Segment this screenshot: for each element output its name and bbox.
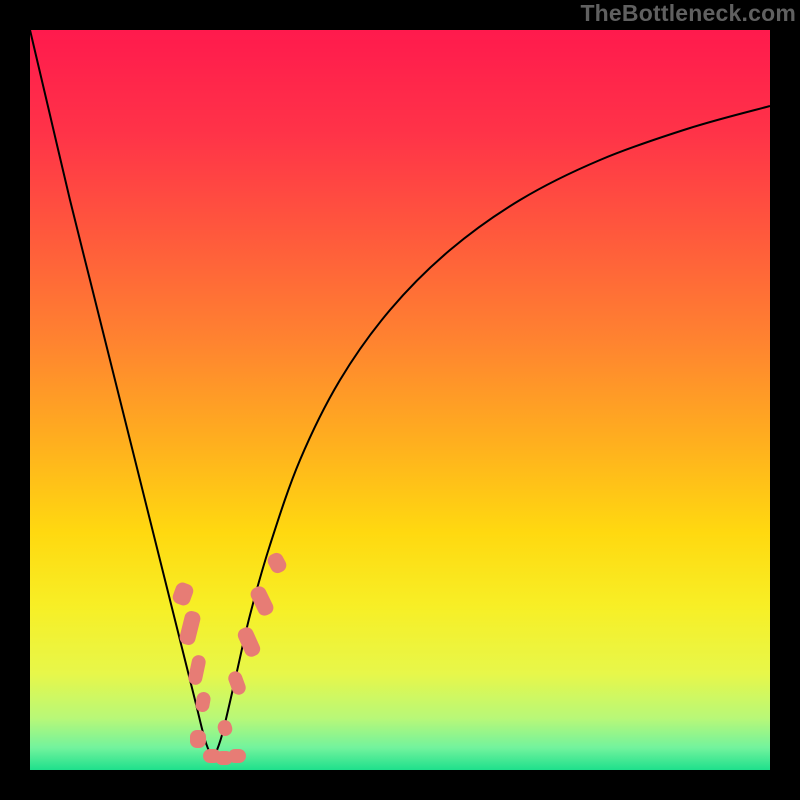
marker-7	[228, 749, 246, 763]
plot-background	[30, 30, 770, 770]
bottleneck-chart	[0, 0, 800, 800]
marker-4	[190, 730, 206, 748]
